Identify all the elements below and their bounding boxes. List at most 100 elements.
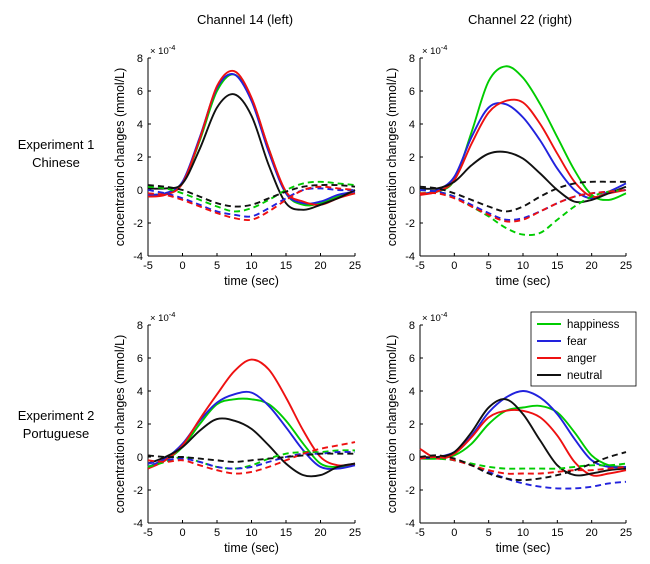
series-line-neutral-solid xyxy=(419,150,627,204)
exponent-label: × 10-4 xyxy=(150,43,175,57)
x-tick-label: 25 xyxy=(349,527,361,539)
row-label-1-line1: Experiment 1 xyxy=(18,137,95,152)
y-tick-label: 0 xyxy=(409,185,415,197)
series-line-anger-dashed xyxy=(147,441,356,475)
x-tick-label: 15 xyxy=(280,527,292,539)
y-tick-label: 2 xyxy=(137,152,143,164)
y-tick-label: -4 xyxy=(405,251,415,263)
exponent-label: × 10-4 xyxy=(422,43,447,57)
row-label-2-line1: Experiment 2 xyxy=(18,408,95,423)
y-tick-label: -2 xyxy=(133,485,143,497)
y-axis-label: concentration changes (mmol/L) xyxy=(113,68,127,247)
x-tick-label: 0 xyxy=(179,527,185,539)
x-tick-label: 5 xyxy=(214,527,220,539)
y-tick-label: 6 xyxy=(137,353,143,365)
series-line-fear-dashed xyxy=(419,189,627,221)
series-line-neutral-dashed xyxy=(147,452,355,463)
x-tick-label: 5 xyxy=(486,260,492,272)
x-tick-label: 5 xyxy=(486,527,492,539)
y-tick-label: -4 xyxy=(405,518,415,530)
legend: happiness fear anger neutral xyxy=(530,311,637,387)
y-tick-label: -4 xyxy=(133,518,143,530)
x-axis-label: time (sec) xyxy=(224,541,279,555)
series-line-fear-solid xyxy=(419,102,627,200)
x-tick-label: 20 xyxy=(314,527,326,539)
y-tick-label: 6 xyxy=(137,86,143,98)
legend-label-neutral: neutral xyxy=(567,370,602,382)
y-tick-label: 4 xyxy=(409,386,415,398)
y-tick-label: -4 xyxy=(133,251,143,263)
x-tick-label: -5 xyxy=(415,527,425,539)
y-tick-label: 0 xyxy=(137,452,143,464)
series-line-neutral-dashed xyxy=(147,183,356,208)
y-tick-label: 8 xyxy=(409,320,415,332)
y-tick-label: 8 xyxy=(137,320,143,332)
series-line-neutral-solid xyxy=(419,398,627,477)
series-line-anger-dashed xyxy=(147,185,356,222)
legend-label-happiness: happiness xyxy=(567,319,620,331)
y-tick-label: 2 xyxy=(409,419,415,431)
row-label-2-line2: Portuguese xyxy=(23,426,90,441)
series-line-anger-solid xyxy=(147,358,356,470)
y-axis-label: concentration changes (mmol/L) xyxy=(113,335,127,514)
x-tick-label: 15 xyxy=(280,260,292,272)
y-tick-label: 0 xyxy=(137,185,143,197)
y-axis-label: concentration changes (mmol/L) xyxy=(385,335,399,514)
y-tick-label: 4 xyxy=(409,119,415,131)
y-tick-label: 2 xyxy=(137,419,143,431)
x-tick-label: 0 xyxy=(179,260,185,272)
x-axis-label: time (sec) xyxy=(496,274,551,288)
y-tick-label: 6 xyxy=(409,86,415,98)
x-axis-label: time (sec) xyxy=(224,274,279,288)
x-tick-label: 10 xyxy=(245,260,257,272)
x-tick-label: 5 xyxy=(214,260,220,272)
x-tick-label: 10 xyxy=(245,527,257,539)
x-tick-label: 20 xyxy=(314,260,326,272)
y-axis-label: concentration changes (mmol/L) xyxy=(385,68,399,247)
x-tick-label: 25 xyxy=(620,527,632,539)
series-line-fear-dashed xyxy=(147,187,356,218)
panel-1: -5 0 5 10 15 20 25 -4 -2 0 2 4 6 8 × 10-4 time (sec) con… xyxy=(113,43,361,288)
series-line-anger-solid xyxy=(419,409,627,477)
panel-3: -5 0 5 10 15 20 25 -4 -2 0 2 4 6 8 × 10-4 time (sec) con… xyxy=(113,310,361,555)
series-line-neutral-dashed xyxy=(419,451,627,482)
x-tick-label: -5 xyxy=(143,527,153,539)
exponent-label: × 10-4 xyxy=(150,310,175,324)
row-label-1-line2: Chinese xyxy=(32,155,80,170)
x-tick-label: 10 xyxy=(517,527,529,539)
series-line-neutral-solid xyxy=(147,93,356,211)
y-tick-label: 2 xyxy=(409,152,415,164)
legend-label-fear: fear xyxy=(567,336,587,348)
x-tick-label: 25 xyxy=(349,260,361,272)
series-line-neutral-dashed xyxy=(419,180,626,213)
x-axis-label: time (sec) xyxy=(496,541,551,555)
y-tick-label: -2 xyxy=(133,218,143,230)
series-line-happiness-dashed xyxy=(147,180,356,213)
y-tick-label: 8 xyxy=(409,53,415,65)
y-tick-label: 0 xyxy=(409,452,415,464)
x-tick-label: 20 xyxy=(586,527,598,539)
x-tick-label: 25 xyxy=(620,260,632,272)
x-tick-label: 10 xyxy=(517,260,529,272)
y-tick-label: 6 xyxy=(409,353,415,365)
y-tick-label: -2 xyxy=(405,218,415,230)
x-tick-label: 15 xyxy=(551,260,563,272)
x-tick-label: 0 xyxy=(451,527,457,539)
x-tick-label: -5 xyxy=(415,260,425,272)
column-title-left: Channel 14 (left) xyxy=(197,12,293,27)
series-line-neutral-solid xyxy=(147,417,356,478)
panel-4: -5 0 5 10 15 20 25 -4 -2 0 2 4 6 8 × 10-4 time (sec) con… xyxy=(385,310,632,555)
x-tick-label: 20 xyxy=(586,260,598,272)
x-tick-label: 15 xyxy=(551,527,563,539)
y-tick-label: 4 xyxy=(137,119,143,131)
series-line-anger-dashed xyxy=(419,189,627,223)
x-tick-label: -5 xyxy=(143,260,153,272)
x-tick-label: 0 xyxy=(451,260,457,272)
panel-2: -5 0 5 10 15 20 25 -4 -2 0 2 4 6 8 × 10-4 time (sec) con… xyxy=(385,43,632,288)
column-title-right: Channel 22 (right) xyxy=(468,12,572,27)
series-line-anger-dashed xyxy=(419,456,627,475)
series-line-happiness-solid xyxy=(419,404,627,468)
y-tick-label: -2 xyxy=(405,485,415,497)
